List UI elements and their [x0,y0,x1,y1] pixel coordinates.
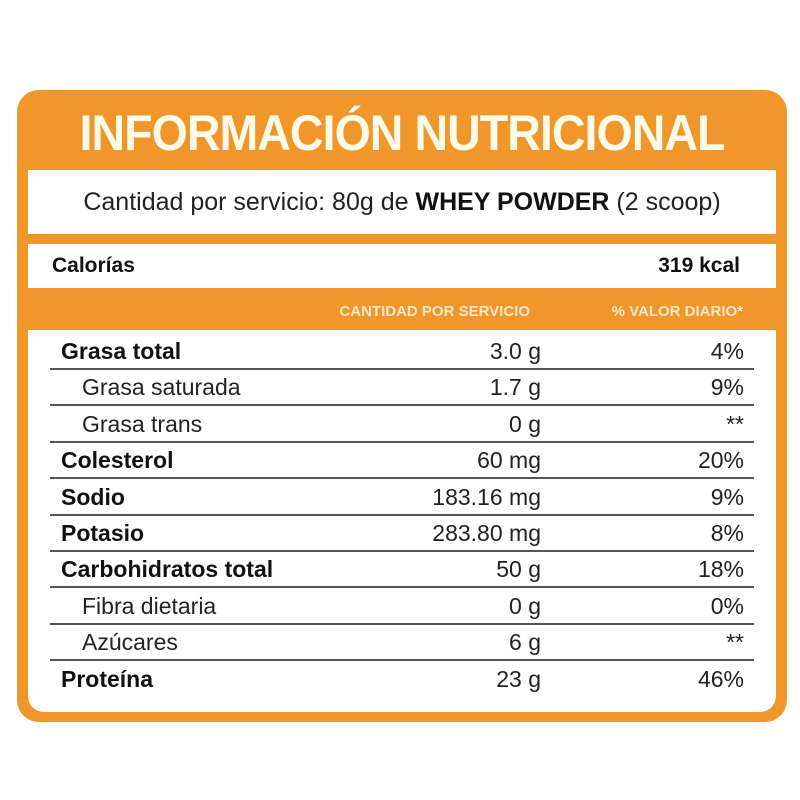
nutrient-amount: 50 g [496,556,541,583]
table-row: Grasa saturada 1.7 g 9% [50,368,754,407]
table-row: Sodio 183.16 mg 9% [50,478,754,516]
nutrient-amount: 0 g [509,592,541,619]
nutrition-label: INFORMACIÓN NUTRICIONAL Cantidad por ser… [17,90,787,722]
nutrient-amount: 60 mg [477,447,541,474]
nutrient-amount: 3.0 g [489,338,541,364]
nutrient-name: Potasio [61,520,145,546]
calories-row: Calorías 319 kcal [28,244,776,288]
table-row: Grasa trans 0 g ** [50,405,754,443]
serving-size: Cantidad por servicio: 80g de WHEY POWDE… [28,170,776,234]
nutrient-daily-value: 9% [710,483,744,510]
table-row: Proteína 23 g 46% [50,660,754,696]
nutrient-name: Azúcares [82,629,178,656]
table-row: Azúcares 6 g ** [50,623,754,662]
daily-value-header: % VALOR DIARIO* [611,303,743,320]
nutrient-daily-value: ** [726,629,744,656]
serving-prefix: Cantidad por servicio: 80g de [83,188,416,216]
column-headers: CANTIDAD POR SERVICIO % VALOR DIARIO* [17,290,787,330]
calories-value: 319 kcal [658,254,740,277]
nutrient-daily-value: 9% [710,374,744,401]
calories-label: Calorías [52,254,135,277]
nutrient-name: Grasa trans [82,410,203,437]
nutrient-daily-value: 8% [710,520,744,546]
table-row: Carbohidratos total 50 g 18% [50,550,754,589]
nutrient-name: Colesterol [61,447,174,474]
product-name: WHEY POWDER [415,188,610,216]
nutrient-daily-value: 46% [697,665,744,692]
nutrient-amount: 23 g [496,665,541,692]
nutrient-name: Sodio [61,483,125,510]
nutrient-name: Grasa saturada [82,374,241,401]
nutrient-amount: 183.16 mg [432,483,541,510]
table-row: Colesterol 60 mg 20% [50,441,754,480]
nutrient-name: Fibra dietaria [82,592,217,619]
nutrient-table: Grasa total 3.0 g 4% Grasa saturada 1.7 g 9% G… [28,330,776,712]
nutrient-name: Carbohidratos total [61,556,274,583]
table-row: Grasa total 3.0 g 4% [50,332,754,370]
nutrient-amount: 283.80 mg [432,520,541,546]
nutrient-daily-value: 4% [710,338,744,364]
amount-header: CANTIDAD POR SERVICIO [339,303,530,320]
table-row: Fibra dietaria 0 g 0% [50,587,754,625]
nutrient-daily-value: ** [726,410,744,437]
nutrient-daily-value: 20% [697,447,744,474]
nutrient-amount: 6 g [509,629,541,656]
nutrient-amount: 1.7 g [489,374,541,401]
serving-suffix: (2 scoop) [609,188,721,216]
nutrient-daily-value: 18% [697,556,744,583]
table-row: Potasio 283.80 mg 8% [50,514,754,552]
nutrient-daily-value: 0% [710,592,744,619]
label-title: INFORMACIÓN NUTRICIONAL [79,105,725,161]
nutrient-name: Proteína [61,665,154,692]
nutrient-amount: 0 g [509,410,541,437]
nutrient-name: Grasa total [61,338,182,364]
